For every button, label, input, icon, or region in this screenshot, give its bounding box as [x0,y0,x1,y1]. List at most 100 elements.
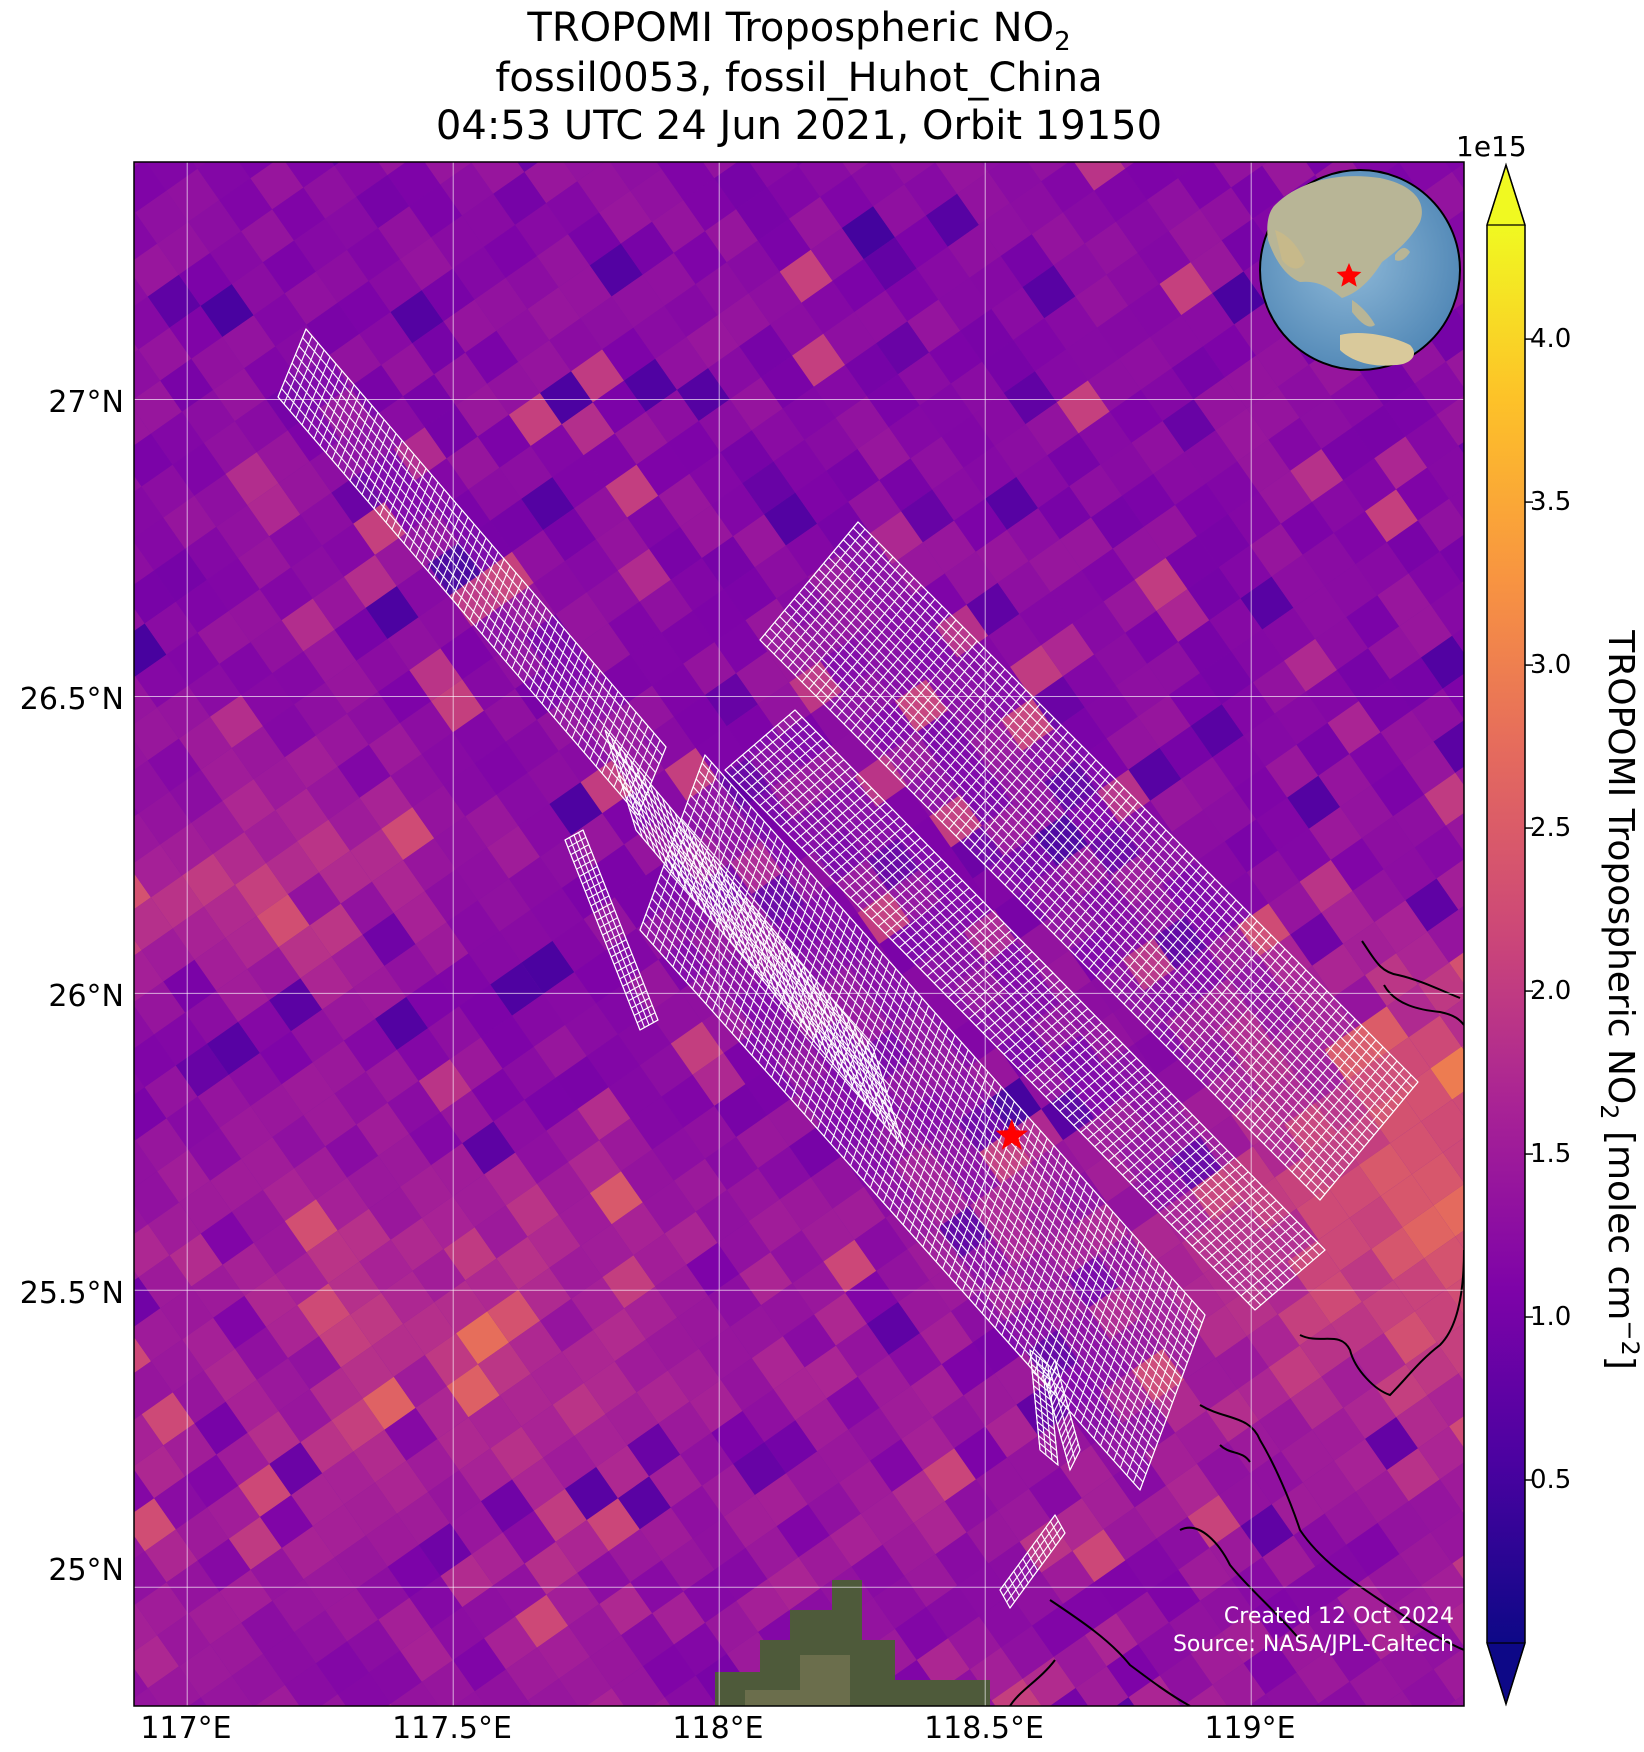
no2-pixel [795,162,804,166]
no2-pixel [932,467,986,521]
no2-pixel [86,1710,139,1752]
no2-pixel [1091,495,1144,549]
no2-pixel [462,657,516,711]
lat-tick-label: 25.5°N [19,1276,124,1311]
no2-pixel [907,763,961,817]
no2-pixel [947,224,1001,278]
no2-pixel [621,1149,674,1203]
no2-pixel [1287,775,1341,829]
no2-pixel [1234,766,1288,820]
no2-pixel [842,1133,895,1187]
no2-pixel [860,564,914,618]
no2-pixel [484,688,537,742]
no2-pixel [1122,473,1176,527]
no2-pixel [711,1411,765,1464]
no2-pixel [527,1214,581,1268]
lat-tick-label: 26°N [48,979,124,1014]
no2-pixel [1405,1342,1459,1396]
no2-pixel [1449,488,1464,521]
no2-pixel [1386,984,1440,1038]
no2-pixel [134,162,167,213]
no2-pixel [412,321,466,375]
no2-pixel [200,748,254,801]
no2-pixel [910,436,964,490]
no2-pixel [649,990,702,1044]
no2-pixel [197,1538,251,1592]
no2-pixel [322,1451,376,1505]
no2-pixel [1452,627,1464,653]
no2-pixel [480,1015,534,1069]
no2-pixel [1414,361,1464,415]
no2-pixel [362,1376,416,1430]
no2-pixel [134,1414,164,1466]
no2-pixel [1455,302,1464,322]
no2-pixel [677,1295,730,1349]
no2-pixel [138,327,192,381]
no2-pixel [1249,987,1303,1041]
no2-pixel [1166,162,1202,179]
no2-pixel [1112,526,1166,580]
no2-pixel [134,950,164,1003]
no2-pixel [608,1529,662,1583]
no2-pixel [550,1710,603,1752]
no2-pixel [664,284,718,337]
no2-pixel [175,1507,229,1561]
no2-pixel [134,433,173,487]
no2-pixel [851,1544,905,1598]
no2-pixel [898,352,951,406]
no2-pixel [1330,374,1384,428]
no2-pixel [680,505,733,558]
no2-pixel [577,1087,631,1141]
no2-pixel [1374,436,1428,490]
no2-pixel [276,1716,329,1752]
no2-pixel [144,1065,198,1119]
no2-pixel [558,1193,612,1246]
no2-pixel [309,903,363,957]
no2-pixel [711,483,765,537]
no2-pixel [200,284,254,337]
no2-pixel [633,1233,687,1287]
no2-pixel [673,695,727,748]
no2-pixel [994,424,1048,477]
no2-pixel [941,414,995,468]
no2-pixel [792,797,846,851]
no2-pixel [384,944,438,997]
no2-pixel [256,894,310,948]
no2-pixel [667,421,721,474]
no2-pixel [1115,199,1169,253]
no2-pixel [192,162,208,169]
no2-pixel [134,1403,142,1420]
satellite-imagery-patch [715,1580,990,1706]
no2-pixel [456,1311,509,1365]
no2-pixel [490,962,544,1016]
no2-pixel [963,445,1017,499]
no2-pixel [272,651,326,705]
no2-pixel [1399,1532,1453,1586]
no2-pixel [1380,1638,1434,1692]
no2-pixel [194,474,248,527]
no2-pixel [406,975,460,1029]
no2-pixel [1296,1650,1350,1704]
lon-tick-label: 118°E [672,1711,764,1746]
no2-pixel [1240,1504,1294,1558]
no2-pixel [415,1386,469,1439]
no2-pixel [254,1685,300,1706]
no2-pixel [1349,732,1403,786]
no2-pixel [134,1668,148,1698]
no2-pixel [1196,514,1250,568]
no2-pixel [285,162,335,188]
no2-pixel [1122,1401,1176,1455]
no2-pixel [767,165,821,219]
no2-pixel [1352,405,1406,459]
no2-pixel [1213,162,1263,188]
no2-pixel [599,190,652,244]
no2-pixel [1137,231,1191,284]
no2-pixel [758,1146,811,1200]
no2-pixel [1010,1572,1064,1626]
no2-pixel [356,1102,410,1156]
no2-pixel [1016,455,1070,509]
no2-pixel [134,1604,158,1652]
no2-pixel [1248,1694,1274,1706]
no2-pixel [708,810,762,864]
no2-pixel [322,987,376,1041]
